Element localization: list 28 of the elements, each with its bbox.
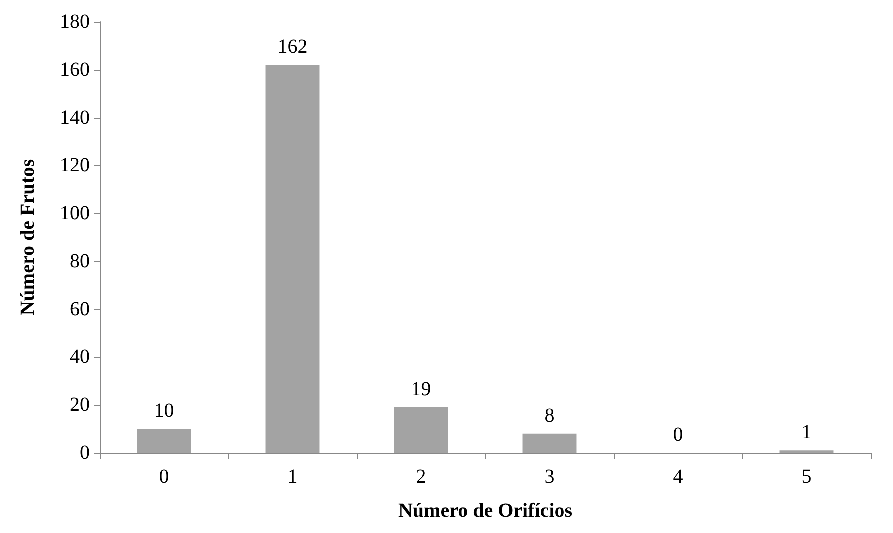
y-tick-label: 40 [70,346,90,368]
data-label: 162 [278,36,308,58]
y-tick-label: 0 [80,442,90,464]
data-label: 0 [673,424,684,446]
data-label: 1 [802,422,812,444]
x-tick-label: 0 [159,466,170,488]
x-tick-label: 2 [416,466,426,488]
y-axis-title: Número de Frutos [17,159,39,316]
y-tick-label: 100 [60,202,90,225]
x-tick-label: 4 [673,466,684,488]
y-tick-label: 20 [70,394,90,416]
y-tick-label: 160 [60,58,90,81]
bar [137,429,192,453]
y-tick-label: 120 [60,154,90,177]
y-tick-label: 60 [70,298,90,320]
data-label: 8 [544,404,555,427]
y-tick-label: 180 [60,11,90,33]
bar [266,65,320,453]
bar [394,408,448,453]
y-tick-label: 140 [60,106,90,129]
y-tick-label: 80 [70,250,90,272]
x-axis-title: Número de Orifícios [398,500,573,522]
x-tick-label: 3 [544,466,555,488]
data-label: 19 [411,378,432,401]
bar [522,434,577,453]
x-tick-label: 5 [802,466,812,488]
data-label: 10 [154,400,174,422]
x-tick-label: 1 [288,466,298,488]
